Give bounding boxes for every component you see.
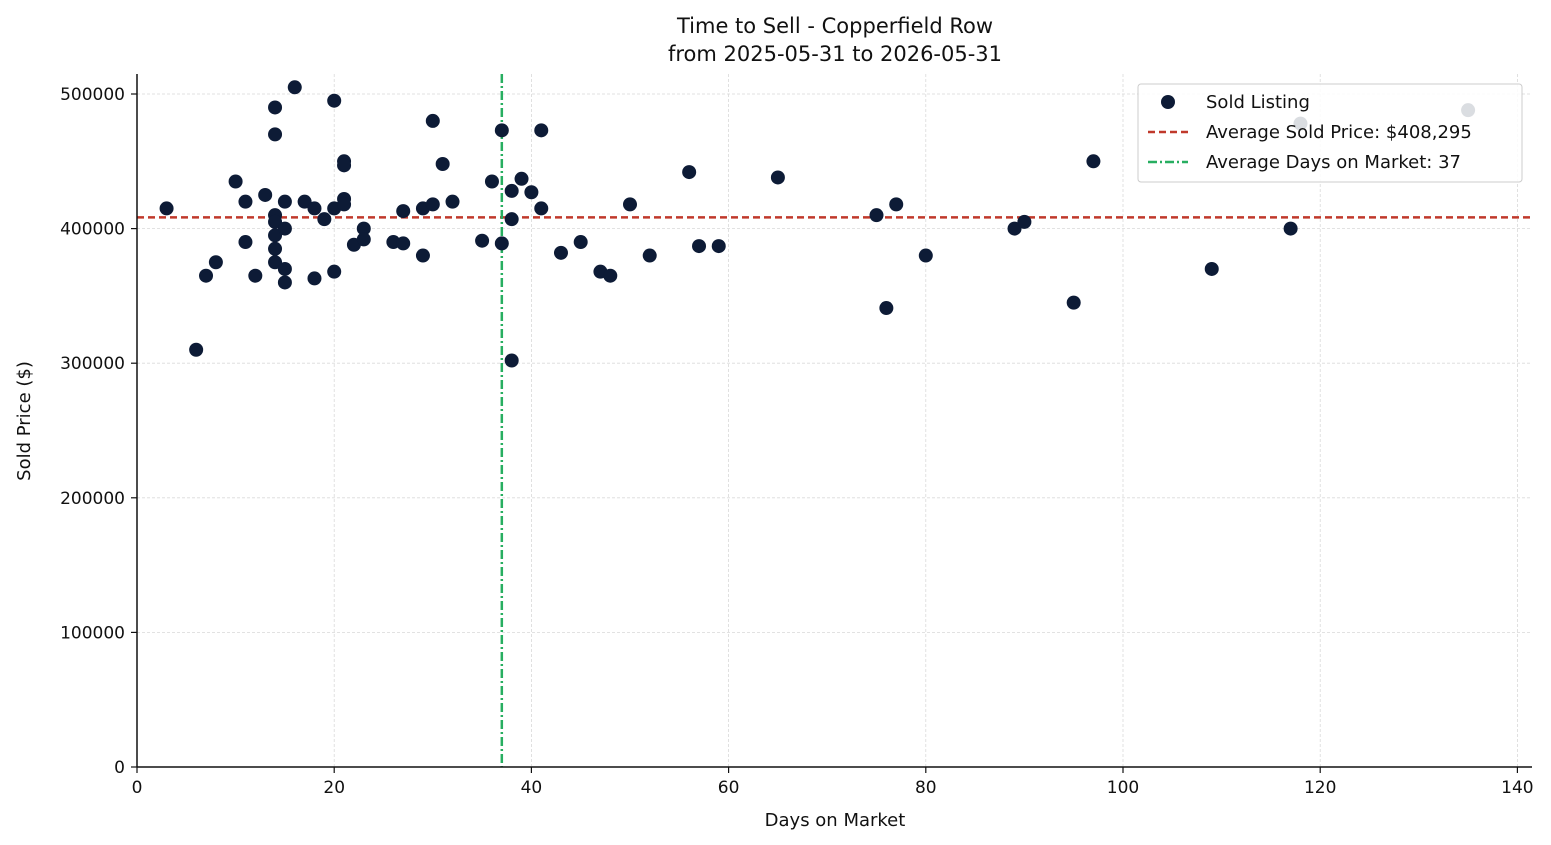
sold-listing-point bbox=[268, 100, 283, 115]
x-tick-label: 140 bbox=[1501, 778, 1533, 798]
sold-listing-point bbox=[277, 221, 292, 236]
x-tick-label: 80 bbox=[915, 778, 937, 798]
sold-listing-point bbox=[869, 208, 884, 223]
sold-listing-point bbox=[307, 271, 322, 286]
sold-listing-point bbox=[228, 174, 243, 189]
sold-listing-point bbox=[534, 123, 549, 138]
sold-listing-point bbox=[1066, 295, 1081, 310]
sold-listing-point bbox=[277, 194, 292, 209]
y-tick-label: 500000 bbox=[60, 85, 125, 105]
sold-listing-point bbox=[248, 268, 263, 283]
chart-title: Time to Sell - Copperfield Row bbox=[676, 14, 993, 38]
legend-label-average-price: Average Sold Price: $408,295 bbox=[1206, 122, 1472, 143]
sold-listing-point bbox=[356, 232, 371, 247]
x-tick-label: 60 bbox=[718, 778, 740, 798]
sold-listing-point bbox=[258, 187, 273, 202]
sold-listing-point bbox=[504, 183, 519, 198]
x-tick-label: 100 bbox=[1107, 778, 1139, 798]
sold-listing-point bbox=[277, 275, 292, 290]
sold-listing-point bbox=[553, 245, 568, 260]
sold-listing-point bbox=[435, 156, 450, 171]
sold-listing-point bbox=[573, 235, 588, 250]
sold-listing-point bbox=[415, 248, 430, 263]
y-tick-label: 0 bbox=[114, 758, 125, 778]
sold-listing-point bbox=[603, 268, 618, 283]
sold-listing-point bbox=[623, 197, 637, 212]
legend: Sold Listing Average Sold Price: $408,29… bbox=[1137, 83, 1523, 183]
sold-listing-point bbox=[297, 194, 312, 209]
sold-listing-point bbox=[268, 255, 283, 270]
sold-listing-point bbox=[277, 261, 292, 276]
sold-listing-point bbox=[396, 204, 411, 219]
legend-box bbox=[1137, 83, 1523, 183]
sold-listing-point bbox=[337, 197, 352, 212]
sold-listing-point bbox=[918, 248, 933, 263]
x-axis-title: Days on Market bbox=[765, 810, 906, 831]
sold-listing-point bbox=[268, 127, 283, 142]
sold-listing-point bbox=[534, 201, 549, 216]
sold-listing-point bbox=[1017, 214, 1032, 229]
sold-listing-point bbox=[770, 170, 785, 185]
sold-listing-point bbox=[199, 268, 214, 283]
sold-listing-point bbox=[642, 248, 657, 263]
sold-listing-point bbox=[268, 228, 283, 243]
sold-listing-point bbox=[317, 212, 332, 227]
y-axis-title: Sold Price ($) bbox=[14, 361, 35, 481]
sold-listing-point bbox=[494, 236, 509, 251]
sold-listing-point bbox=[494, 123, 509, 138]
sold-listing-point bbox=[1204, 261, 1219, 276]
y-tick-label: 200000 bbox=[60, 489, 125, 509]
axes bbox=[131, 74, 1532, 773]
sold-listing-point bbox=[682, 165, 697, 180]
sold-listing-point bbox=[514, 171, 529, 186]
sold-listing-point bbox=[692, 239, 707, 254]
sold-listing-point bbox=[711, 239, 726, 254]
sold-listing-point bbox=[1283, 221, 1298, 236]
x-tick-label: 40 bbox=[521, 778, 543, 798]
sold-listing-point bbox=[425, 197, 440, 212]
sold-listing-point bbox=[238, 235, 253, 250]
y-tick-label: 300000 bbox=[60, 354, 125, 374]
sold-listing-point bbox=[1007, 221, 1022, 236]
sold-listing-point bbox=[475, 233, 490, 248]
legend-label-sold-listing: Sold Listing bbox=[1206, 92, 1310, 113]
x-tick-label: 20 bbox=[323, 778, 345, 798]
sold-listing-point bbox=[327, 93, 342, 108]
chart-subtitle: from 2025-05-31 to 2026-05-31 bbox=[668, 42, 1002, 66]
sold-listing-point bbox=[425, 113, 440, 128]
sold-listing-point bbox=[268, 214, 283, 229]
sold-listing-point bbox=[1086, 154, 1101, 169]
reference-lines bbox=[137, 74, 1532, 767]
sold-listing-point bbox=[268, 241, 283, 256]
y-tick-label: 400000 bbox=[60, 220, 125, 240]
legend-label-average-days: Average Days on Market: 37 bbox=[1206, 152, 1461, 173]
sold-listing-point bbox=[504, 353, 519, 368]
sold-listing-point bbox=[238, 194, 253, 209]
sold-listing-point bbox=[484, 174, 499, 189]
sold-listing-point bbox=[889, 197, 904, 212]
sold-listing-point bbox=[307, 201, 322, 216]
y-tick-label: 100000 bbox=[60, 623, 125, 643]
sold-listing-point bbox=[337, 158, 352, 173]
sold-listing-point bbox=[396, 236, 411, 251]
x-tick-label: 120 bbox=[1304, 778, 1336, 798]
sold-listing-point bbox=[524, 185, 539, 200]
legend-marker-sold-listing bbox=[1161, 95, 1175, 109]
sold-listing-point bbox=[208, 255, 223, 270]
sold-listing-point bbox=[356, 221, 371, 236]
sold-listing-point bbox=[445, 194, 460, 209]
sold-listing-point bbox=[327, 264, 342, 279]
sold-listing-point bbox=[287, 80, 302, 95]
tick-labels: 0 20 40 60 80 100 120 140 0 100000 200000 300000 400… bbox=[60, 85, 1534, 798]
sold-listing-point bbox=[879, 301, 894, 316]
sold-listing-point bbox=[189, 342, 204, 357]
sold-listing-point bbox=[159, 201, 174, 216]
sold-listing-point bbox=[504, 212, 519, 227]
x-tick-label: 0 bbox=[132, 778, 143, 798]
